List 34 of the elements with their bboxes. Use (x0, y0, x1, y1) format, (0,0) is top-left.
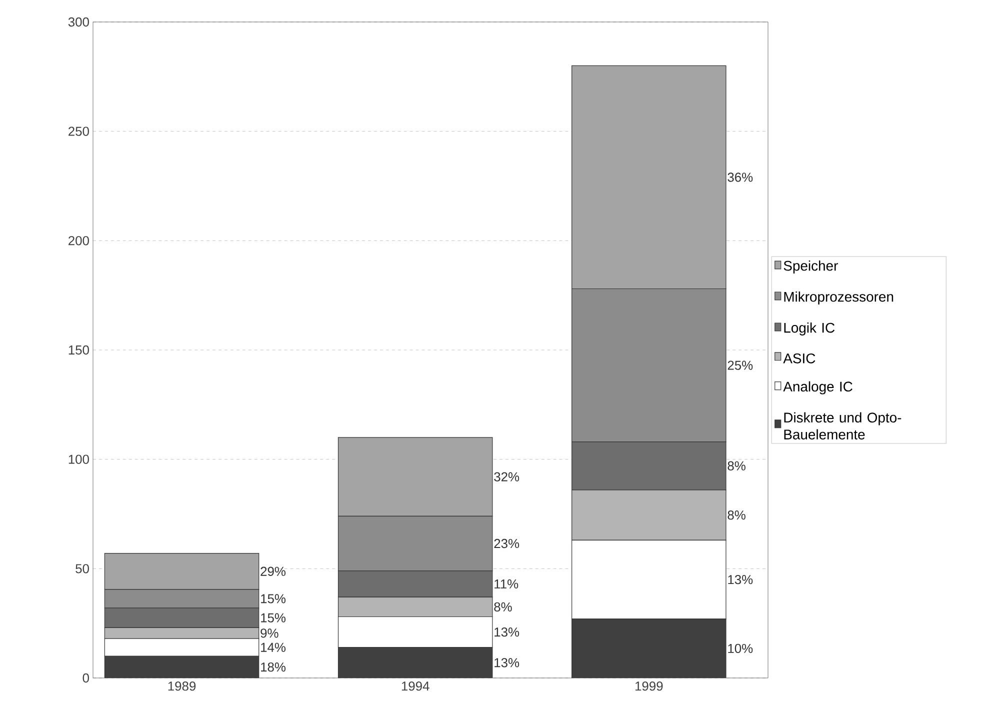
x-tick-label: 1994 (402, 682, 430, 691)
annotation: 13% (494, 627, 520, 637)
annotation: 14% (261, 642, 286, 652)
y-tick-label: 100 (68, 454, 89, 464)
y-tick-label: 250 (68, 126, 89, 136)
annotation: 8% (728, 461, 746, 470)
annotation: 8% (728, 510, 746, 520)
annotation: 10% (728, 644, 753, 654)
annotation: 15% (261, 594, 286, 604)
y-tick-label: 200 (68, 236, 89, 246)
legend-label: Speicher (784, 260, 838, 274)
legend-label: Analoge IC (783, 381, 852, 394)
legend-label: Logik IC (784, 322, 835, 336)
annotation: 25% (728, 360, 753, 370)
annotation: 9% (260, 628, 278, 638)
y-tick-label: 150 (68, 345, 89, 355)
annotation: 32% (494, 472, 520, 482)
legend-label: Diskrete und Opto-Bauelemente (784, 412, 902, 440)
x-tick-label: 1999 (635, 682, 663, 691)
x-tick-label: 1989 (168, 682, 196, 691)
annotation: 23% (494, 538, 520, 548)
annotation: 15% (261, 613, 286, 622)
annotation: 18% (261, 662, 286, 672)
annotation: 13% (494, 658, 520, 668)
annotation: 13% (728, 574, 753, 584)
annotation: 36% (728, 172, 753, 182)
annotation: 8% (494, 602, 512, 612)
y-tick-label: 0 (82, 673, 89, 683)
y-tick-label: 300 (68, 17, 89, 27)
legend-label: ASIC (783, 353, 816, 364)
annotation: 29% (260, 566, 286, 576)
y-tick-label: 50 (76, 564, 89, 574)
legend-label: Mikroprozessoren (784, 291, 894, 304)
annotation: 11% (494, 579, 518, 588)
